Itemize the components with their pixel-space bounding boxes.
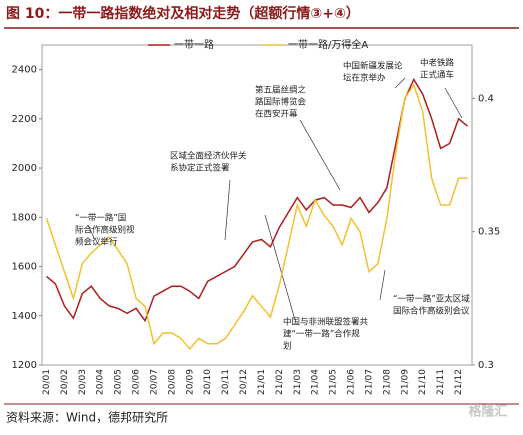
- x-tick-label: 20/11: [221, 369, 231, 395]
- y-tick-label: 1400: [12, 311, 37, 322]
- x-tick-label: 21/11: [436, 369, 446, 395]
- annotation: 划: [283, 341, 292, 352]
- annotation: 在西安开幕: [255, 109, 298, 120]
- y2-tick-label: 0.35: [478, 227, 500, 238]
- annotation: “一带一路”国: [75, 213, 126, 224]
- x-tick-label: 20/01: [42, 369, 52, 395]
- legend-label: 一带一路: [174, 38, 214, 51]
- x-tick-label: 21/01: [257, 369, 267, 395]
- y-tick-label: 1800: [12, 212, 37, 223]
- x-tick-label: 21/04: [311, 369, 321, 395]
- chart-title: 图 10：一带一路指数绝对及相对走势（超额行情③+④）: [6, 5, 360, 22]
- annotation: 路国际博览会: [255, 97, 307, 108]
- watermark: 格隆汇: [468, 404, 507, 420]
- x-tick-label: 21/02: [275, 369, 285, 395]
- x-tick-label: 20/02: [60, 369, 70, 395]
- x-tick-label: 21/06: [347, 369, 357, 395]
- annotation: 系协定正式签署: [170, 163, 230, 174]
- x-tick-label: 20/10: [203, 369, 213, 395]
- x-tick-label: 21/05: [329, 369, 339, 395]
- annotation: 中老铁路: [420, 58, 455, 69]
- source: 资料来源：Wind，德邦研究所: [6, 410, 168, 425]
- x-tick-label: 21/08: [382, 369, 392, 395]
- annotation: 建“一带一路”合作规: [283, 329, 360, 340]
- annotation: 坛在京举办: [343, 73, 386, 84]
- x-tick-label: 21/10: [418, 369, 428, 395]
- annotation: 区域全面经济伙伴关: [170, 151, 247, 162]
- x-tick-label: 20/09: [185, 369, 195, 395]
- plot-frame: [41, 44, 473, 366]
- annotation: 频会议举行: [75, 237, 118, 248]
- y2-tick-label: 0.4: [478, 93, 494, 104]
- annotation: 中国新疆发展论: [343, 61, 403, 72]
- annotation: 正式通车: [420, 70, 454, 81]
- x-tick-label: 20/07: [149, 369, 159, 395]
- x-tick-label: 20/03: [78, 369, 88, 395]
- annotation: 中国与非洲联盟签署共: [283, 317, 369, 328]
- x-tick-label: 21/03: [293, 369, 303, 395]
- y-tick-label: 1200: [12, 360, 37, 371]
- y-tick-label: 2200: [12, 114, 37, 125]
- series-line: [45, 83, 468, 351]
- y-tick-label: 2000: [12, 163, 37, 174]
- x-tick-label: 20/08: [167, 369, 177, 395]
- x-tick-label: 20/06: [132, 369, 142, 395]
- x-tick-label: 20/04: [96, 369, 106, 395]
- y-tick-label: 2400: [12, 65, 37, 76]
- y-tick-label: 1600: [12, 262, 37, 273]
- annotation: “一带一路”亚太区域: [393, 294, 470, 305]
- x-tick-label: 21/12: [454, 369, 464, 395]
- series-line: [46, 77, 468, 323]
- y2-tick-label: 0.3: [478, 360, 494, 371]
- x-tick-label: 21/09: [400, 369, 410, 395]
- x-tick-label: 20/12: [239, 369, 249, 395]
- legend-label: 一带一路/万得全A: [288, 38, 368, 51]
- annotation: 第五届丝绸之: [255, 85, 307, 96]
- x-tick-label: 21/07: [364, 369, 374, 395]
- annotation: 国际合作高级别会议: [393, 306, 470, 317]
- x-tick-label: 20/05: [114, 369, 124, 395]
- annotation: 际合作高级别视: [75, 225, 135, 236]
- annotation-arrows: [87, 77, 463, 321]
